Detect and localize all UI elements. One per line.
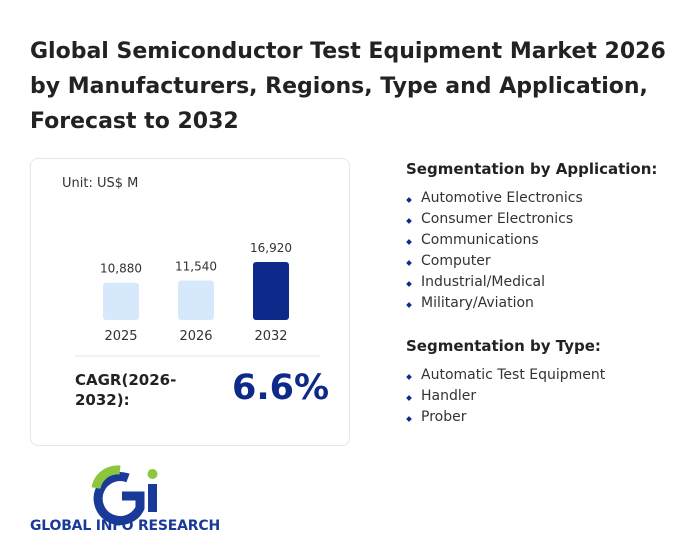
segment-item: Communications [421, 232, 539, 248]
segment-item: Prober [421, 409, 467, 425]
card [30, 158, 350, 446]
segment-item: Automotive Electronics [421, 190, 583, 206]
x-tick-label: 2026 [179, 329, 212, 344]
unit: Unit: US$ M [62, 176, 139, 191]
segment-heading: Segmentation by Type: [406, 337, 601, 355]
value-label: 10,880 [100, 262, 142, 276]
bar [103, 282, 139, 320]
cagr-label: CAGR(2026-2032): [75, 371, 177, 409]
bar [178, 280, 214, 320]
logo-mark [91, 465, 158, 525]
x-tick-label: 2032 [254, 329, 287, 344]
segment-item: Automatic Test Equipment [421, 367, 606, 383]
segment-item: Military/Aviation [421, 295, 534, 311]
value-label: 11,540 [175, 259, 217, 273]
cagr-value: 6.6% [232, 368, 330, 408]
segment-item: Consumer Electronics [421, 211, 574, 227]
segment-item: Handler [421, 388, 477, 404]
segment-item: Computer [421, 253, 491, 269]
value-label: 16,920 [250, 241, 292, 255]
x-tick-label: 2025 [104, 329, 137, 344]
title: Global Semiconductor Test Equipment Mark… [30, 39, 666, 134]
segment-heading: Segmentation by Application: [406, 160, 658, 178]
segment-item: Industrial/Medical [421, 274, 546, 290]
bar [253, 262, 289, 320]
logo-text: GLOBAL INFO RESEARCH [30, 518, 220, 534]
